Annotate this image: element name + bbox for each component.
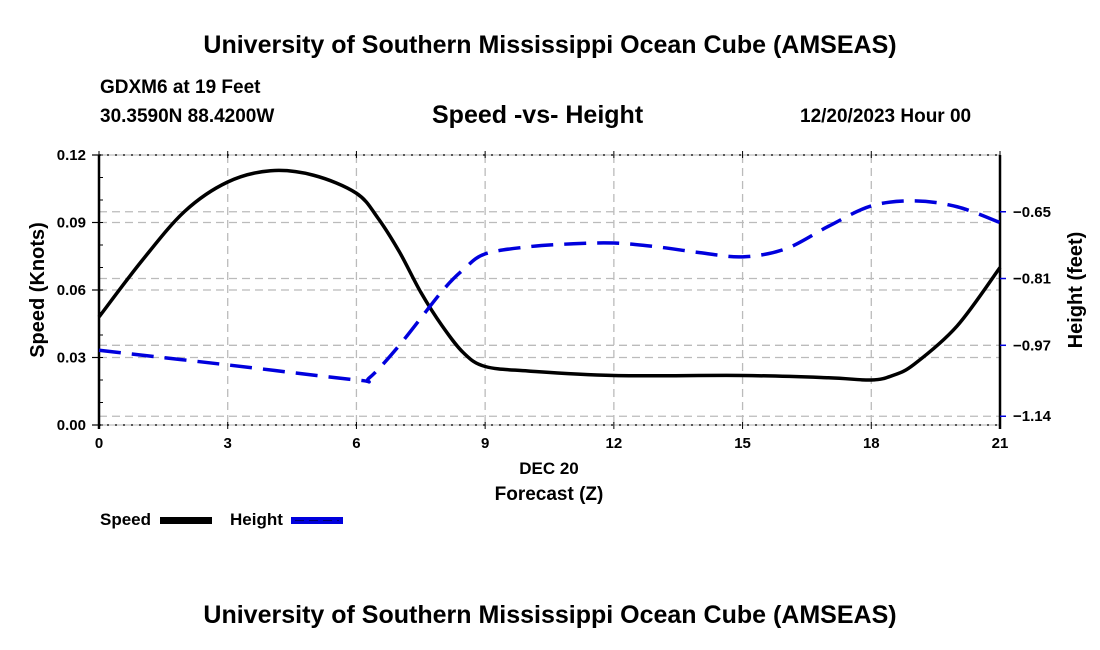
y-tick-label: 0.00 (57, 417, 86, 434)
y-tick-label: 0.06 (57, 282, 86, 299)
legend-swatch-height-dash (295, 520, 339, 521)
x-axis-title: Forecast (Z) (495, 484, 604, 505)
y-axis-title: Speed (Knots) (27, 222, 49, 358)
series-line-speed (97, 168, 1002, 382)
series-group (97, 168, 1002, 384)
chart-title-bottom: University of Southern Mississippi Ocean… (203, 601, 897, 629)
y-tick-label: 0.12 (57, 147, 86, 164)
y2-axis-title: Height (feet) (1065, 232, 1087, 349)
speed-height-chart: 0 3 6 9 12 15 18 21 0.000.030.060.090.12 −0.65−… (27, 147, 1087, 505)
y2-tick-label: −0.65 (1013, 204, 1051, 221)
chart-subtitle: Speed -vs- Height (432, 101, 644, 129)
y2-tick-label: −0.81 (1013, 271, 1051, 288)
y2-tick-label: −0.97 (1013, 337, 1051, 354)
x-tick-label: 0 (95, 435, 103, 452)
legend-label-speed: Speed (100, 510, 152, 529)
x-tick-label: 21 (992, 435, 1009, 452)
y2-axis-ticks: −0.65 −0.81 −0.97 −1.14 (1000, 204, 1052, 425)
y-tick-label: 0.03 (57, 350, 86, 367)
x-axis-ticks: 0 3 6 9 12 15 18 21 (95, 151, 1009, 452)
legend-label-height: Height (230, 510, 283, 529)
legend-swatch-height (291, 517, 343, 524)
y-axis-ticks: 0.00 0.03 0.06 0.09 0.12 (57, 147, 103, 434)
x-tick-label: 9 (481, 435, 489, 452)
series-line-height (98, 199, 1001, 384)
grid-lines (99, 155, 1000, 425)
coordinates-label: 30.3590N 88.4200W (100, 106, 275, 127)
plot-frame (97, 154, 1002, 429)
station-label: GDXM6 at 19 Feet (100, 77, 261, 98)
chart-title-top: University of Southern Mississippi Ocean… (203, 31, 897, 59)
forecast-datetime: 12/20/2023 Hour 00 (800, 106, 972, 127)
x-tick-label: 3 (224, 435, 232, 452)
y-tick-label: 0.09 (57, 215, 86, 232)
x-axis-date-label: DEC 20 (519, 459, 579, 478)
x-tick-label: 6 (352, 435, 360, 452)
legend-swatch-speed (160, 517, 212, 524)
x-tick-label: 15 (734, 435, 751, 452)
x-tick-label: 18 (863, 435, 880, 452)
y2-tick-label: −1.14 (1013, 408, 1052, 425)
x-tick-label: 12 (606, 435, 623, 452)
